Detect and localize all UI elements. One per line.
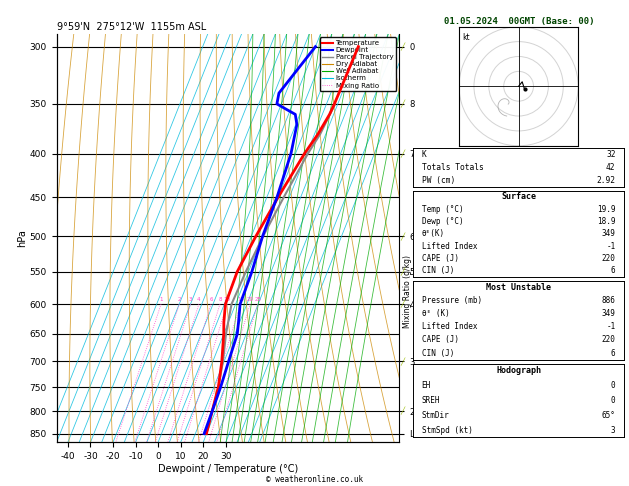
Text: 4: 4 <box>197 297 201 302</box>
Text: 1: 1 <box>159 297 163 302</box>
Text: ╱: ╱ <box>400 42 404 51</box>
Text: © weatheronline.co.uk: © weatheronline.co.uk <box>266 474 363 484</box>
Text: 15: 15 <box>237 297 244 302</box>
Text: Totals Totals: Totals Totals <box>421 163 484 172</box>
Text: 9°59'N  275°12'W  1155m ASL: 9°59'N 275°12'W 1155m ASL <box>57 22 206 32</box>
Text: ╱: ╱ <box>400 300 404 308</box>
Text: 6: 6 <box>611 266 616 276</box>
Text: 25: 25 <box>254 297 261 302</box>
Text: Lifted Index: Lifted Index <box>421 322 477 331</box>
Text: StmDir: StmDir <box>421 411 450 420</box>
Text: Temp (°C): Temp (°C) <box>421 205 464 213</box>
Text: 18.9: 18.9 <box>597 217 616 226</box>
Text: ╱: ╱ <box>400 149 404 157</box>
Text: -1: -1 <box>606 242 616 251</box>
Text: Dewp (°C): Dewp (°C) <box>421 217 464 226</box>
Text: ╱: ╱ <box>400 232 404 241</box>
Text: θᴱ(K): θᴱ(K) <box>421 229 445 238</box>
Text: 6: 6 <box>209 297 213 302</box>
Legend: Temperature, Dewpoint, Parcel Trajectory, Dry Adiabat, Wet Adiabat, Isotherm, Mi: Temperature, Dewpoint, Parcel Trajectory… <box>320 37 396 91</box>
Text: 32: 32 <box>606 150 616 159</box>
Text: CIN (J): CIN (J) <box>421 266 454 276</box>
Text: ╱: ╱ <box>400 357 404 365</box>
Text: 10: 10 <box>223 297 231 302</box>
Text: 349: 349 <box>602 229 616 238</box>
Text: ╱: ╱ <box>400 100 404 108</box>
Text: 2: 2 <box>177 297 181 302</box>
Text: θᴱ (K): θᴱ (K) <box>421 309 450 318</box>
Text: CAPE (J): CAPE (J) <box>421 254 459 263</box>
Text: 01.05.2024  00GMT (Base: 00): 01.05.2024 00GMT (Base: 00) <box>443 17 594 26</box>
Text: 42: 42 <box>606 163 616 172</box>
Text: kt: kt <box>462 33 470 42</box>
X-axis label: Dewpoint / Temperature (°C): Dewpoint / Temperature (°C) <box>158 464 298 474</box>
Text: Mixing Ratio (g/kg): Mixing Ratio (g/kg) <box>403 255 412 328</box>
Text: 3: 3 <box>189 297 192 302</box>
Text: -1: -1 <box>606 322 616 331</box>
Text: 349: 349 <box>602 309 616 318</box>
Text: PW (cm): PW (cm) <box>421 176 455 185</box>
Text: 65°: 65° <box>602 411 616 420</box>
Text: Lifted Index: Lifted Index <box>421 242 477 251</box>
Text: Hodograph: Hodograph <box>496 366 541 375</box>
Text: CAPE (J): CAPE (J) <box>421 335 459 345</box>
Text: ╱: ╱ <box>400 407 404 415</box>
Text: 220: 220 <box>602 254 616 263</box>
Text: EH: EH <box>421 381 431 390</box>
Text: 8: 8 <box>218 297 221 302</box>
Text: 2.92: 2.92 <box>596 176 616 185</box>
Text: Surface: Surface <box>501 192 536 201</box>
Text: CIN (J): CIN (J) <box>421 348 454 358</box>
Text: Most Unstable: Most Unstable <box>486 283 551 292</box>
Text: 220: 220 <box>602 335 616 345</box>
Text: 6: 6 <box>611 348 616 358</box>
Text: Pressure (mb): Pressure (mb) <box>421 296 482 305</box>
Text: 0: 0 <box>611 396 616 405</box>
Y-axis label: km
ASL: km ASL <box>427 230 447 246</box>
Text: 0: 0 <box>611 381 616 390</box>
Text: SREH: SREH <box>421 396 440 405</box>
Text: 3: 3 <box>611 426 616 434</box>
Text: 886: 886 <box>602 296 616 305</box>
Text: StmSpd (kt): StmSpd (kt) <box>421 426 472 434</box>
Y-axis label: hPa: hPa <box>17 229 27 247</box>
Text: 20: 20 <box>247 297 253 302</box>
Text: 19.9: 19.9 <box>597 205 616 213</box>
Text: K: K <box>421 150 426 159</box>
Text: ╱: ╱ <box>400 268 404 276</box>
